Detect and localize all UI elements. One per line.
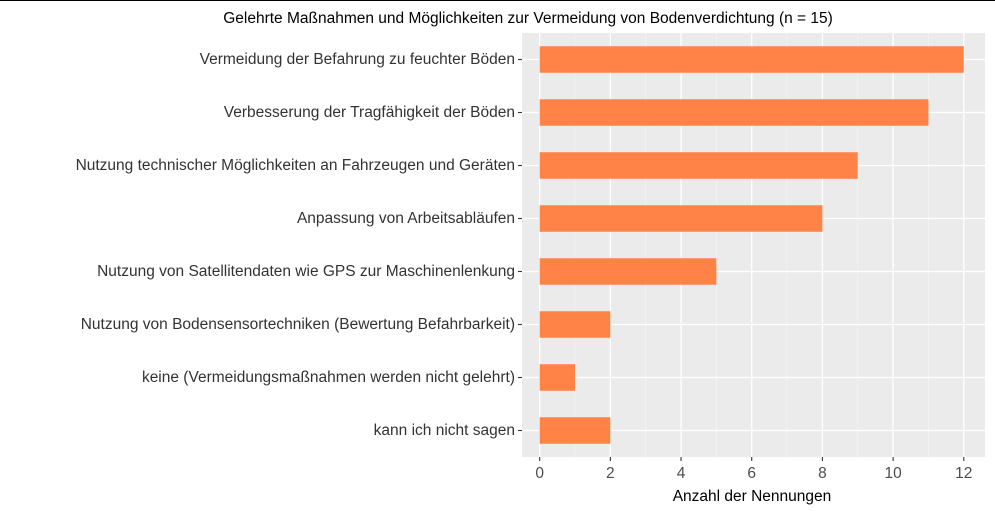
x-axis-title: Anzahl der Nennungen xyxy=(673,488,832,505)
x-tick-label: 0 xyxy=(535,465,544,482)
category-label: Verbesserung der Tragfähigkeit der Böden xyxy=(224,104,515,121)
bar xyxy=(539,46,964,73)
category-label: keine (Vermeidungsmaßnahmen werden nicht… xyxy=(142,369,515,386)
bar xyxy=(539,258,717,285)
bar xyxy=(539,99,929,126)
top-border-line xyxy=(0,0,995,1)
category-label: Anpassung von Arbeitsabläufen xyxy=(297,210,515,227)
category-label: Nutzung von Bodensensortechniken (Bewert… xyxy=(81,316,515,333)
category-label: kann ich nicht sagen xyxy=(374,422,515,439)
bar xyxy=(539,417,611,444)
bar xyxy=(539,364,576,391)
value-axis: 0 2 4 6 8 10 12 xyxy=(535,457,972,482)
x-tick-label: 4 xyxy=(677,465,686,482)
bar xyxy=(539,205,823,232)
category-label: Nutzung technischer Möglichkeiten an Fah… xyxy=(76,157,515,174)
category-label: Nutzung von Satellitendaten wie GPS zur … xyxy=(97,263,515,280)
category-label: Vermeidung der Befahrung zu feuchter Böd… xyxy=(200,51,515,68)
x-tick-label: 2 xyxy=(606,465,615,482)
bar xyxy=(539,311,611,338)
category-axis: Vermeidung der Befahrung zu feuchter Böd… xyxy=(76,51,522,439)
bar xyxy=(539,152,858,179)
plot-panel xyxy=(522,33,985,457)
x-tick-label: 6 xyxy=(747,465,756,482)
x-tick-label: 10 xyxy=(884,465,902,482)
bars xyxy=(539,46,964,444)
x-tick-label: 8 xyxy=(818,465,827,482)
chart-title: Gelehrte Maßnahmen und Möglichkeiten zur… xyxy=(223,10,833,27)
x-tick-label: 12 xyxy=(955,465,972,482)
